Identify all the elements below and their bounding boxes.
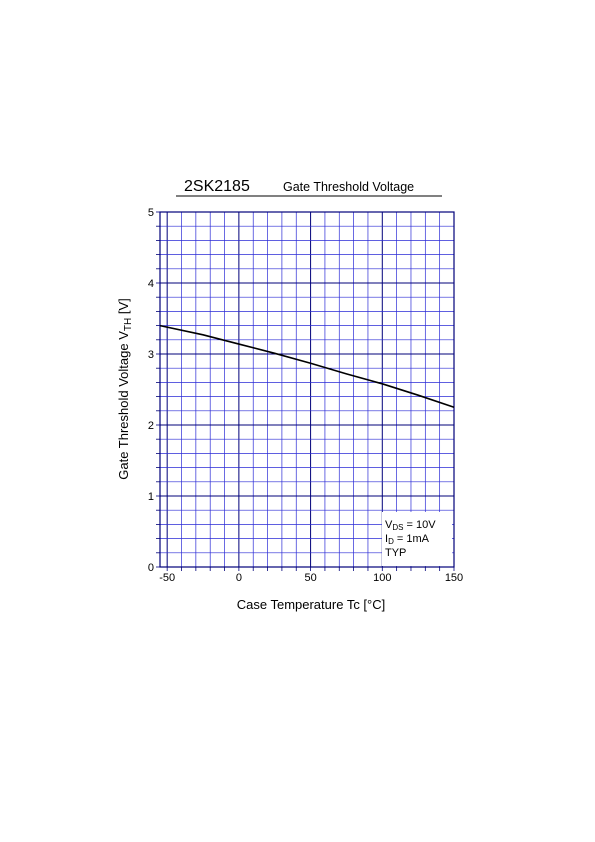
x-tick-label: -50 [159, 572, 175, 584]
grid [159, 211, 455, 568]
condition-label: TYP [385, 547, 406, 559]
x-tick-label: 0 [236, 572, 242, 584]
tick-marks [156, 211, 455, 571]
chart-part-number: 2SK2185 [184, 178, 250, 195]
y-tick-label: 1 [148, 491, 154, 503]
y-tick-label: 4 [148, 278, 154, 290]
y-tick-label: 0 [148, 562, 154, 574]
plot-frame [159, 211, 455, 568]
series-line-0 [159, 324, 455, 409]
condition-label: VDS = 10V [385, 519, 436, 532]
y-axis-title: Gate Threshold Voltage VTH [V] [116, 298, 134, 480]
x-tick-label: 150 [445, 572, 463, 584]
y-tick-label: 2 [148, 420, 154, 432]
condition-label: ID = 1mA [385, 533, 430, 546]
x-tick-label: 50 [304, 572, 316, 584]
y-tick-label: 3 [148, 349, 154, 361]
tick-labels: -50 0 50 100 150 0 1 2 3 4 5 [148, 207, 463, 584]
series-layer [159, 324, 455, 409]
y-tick-label: 5 [148, 207, 154, 219]
x-tick-label: 100 [373, 572, 391, 584]
conditions-background [382, 512, 452, 566]
chart-title: Gate Threshold Voltage [283, 180, 414, 194]
x-axis-title: Case Temperature Tc [°C] [237, 597, 386, 612]
